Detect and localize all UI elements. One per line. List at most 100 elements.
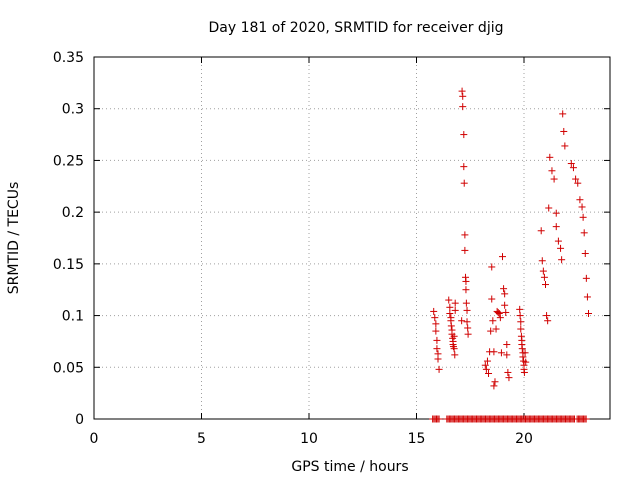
data-point (460, 131, 468, 139)
data-point (433, 336, 441, 344)
data-point (543, 312, 551, 320)
data-point (561, 142, 569, 150)
data-point (540, 273, 548, 281)
data-point (488, 295, 496, 303)
data-point (552, 223, 560, 231)
data-point (517, 325, 525, 333)
y-tick-label: 0.2 (62, 205, 84, 221)
data-point (569, 164, 577, 172)
data-point (464, 330, 472, 338)
data-point (521, 349, 529, 357)
data-point (462, 277, 470, 285)
data-point (460, 163, 468, 171)
data-point (450, 345, 458, 353)
data-point (576, 196, 584, 204)
data-point (431, 314, 439, 322)
data-point (574, 179, 582, 187)
data-point (537, 227, 545, 235)
data-point (518, 345, 526, 353)
data-point (582, 415, 590, 423)
y-axis-label: SRMTID / TECUs (6, 182, 22, 295)
data-point (490, 348, 498, 356)
data-point (545, 204, 553, 212)
data-point (539, 267, 547, 275)
y-tick-label: 0 (75, 412, 84, 428)
data-point (559, 110, 567, 118)
data-point (434, 355, 442, 363)
data-point (483, 357, 491, 365)
data-point (519, 353, 527, 361)
data-point (503, 351, 511, 359)
data-point (487, 327, 495, 335)
data-point (435, 365, 443, 373)
data-point (538, 257, 546, 265)
data-point (435, 415, 443, 423)
data-point (494, 308, 502, 316)
data-point (482, 365, 490, 373)
data-point (503, 341, 511, 349)
data-point (432, 327, 440, 335)
data-point (572, 175, 580, 183)
data-point (451, 306, 459, 314)
data-point (451, 299, 459, 307)
tick-labels: 0 5 10 15 20 0 0.05 0.1 0.15 0.2 0.25 0.3 0.35 (53, 50, 533, 447)
data-point (560, 127, 568, 135)
data-point (451, 351, 459, 359)
x-tick-label: 15 (408, 431, 426, 447)
data-point (461, 246, 469, 254)
data-point (581, 250, 589, 258)
data-point (583, 293, 591, 301)
plot-frame (93, 56, 611, 420)
grid-lines (94, 57, 610, 419)
y-tick-label: 0.1 (62, 309, 84, 325)
data-point (488, 263, 496, 271)
y-tick-label: 0.25 (53, 153, 84, 169)
data-point (446, 303, 454, 311)
x-tick-label: 0 (90, 431, 99, 447)
data-point (462, 286, 470, 294)
data-point (459, 103, 467, 111)
y-tick-label: 0.15 (53, 257, 84, 273)
data-point (446, 310, 454, 318)
data-point (461, 231, 469, 239)
data-point (490, 382, 498, 390)
data-point (544, 317, 552, 325)
data-point (462, 299, 470, 307)
data-point (558, 256, 566, 264)
data-point (489, 317, 497, 325)
data-point (546, 153, 554, 161)
data-point (520, 368, 528, 376)
data-point (554, 237, 562, 245)
data-point (464, 324, 472, 332)
data-point (433, 345, 441, 353)
data-point (548, 167, 556, 175)
axis-ticks (93, 56, 610, 420)
x-tick-label: 5 (197, 431, 206, 447)
data-point (491, 378, 499, 386)
data-point (516, 312, 524, 320)
data-point (458, 317, 466, 325)
data-point (485, 369, 493, 377)
data-point (463, 318, 471, 326)
x-axis-label: GPS time / hours (291, 459, 408, 475)
data-point (459, 92, 467, 100)
data-point (582, 274, 590, 282)
data-point (502, 308, 510, 316)
data-point (500, 285, 508, 293)
data-point (499, 253, 506, 261)
data-point (578, 203, 586, 211)
data-point (585, 310, 592, 318)
data-point (567, 160, 575, 168)
data-point (552, 209, 560, 217)
data-point (557, 244, 565, 252)
data-point (481, 361, 489, 369)
data-point (580, 229, 588, 237)
x-tick-label: 10 (300, 431, 318, 447)
data-point (430, 307, 438, 315)
data-point (447, 322, 455, 330)
data-point (501, 290, 509, 298)
y-tick-label: 0.3 (62, 102, 84, 118)
y-tick-label: 0.35 (53, 50, 84, 66)
data-point (516, 305, 524, 313)
